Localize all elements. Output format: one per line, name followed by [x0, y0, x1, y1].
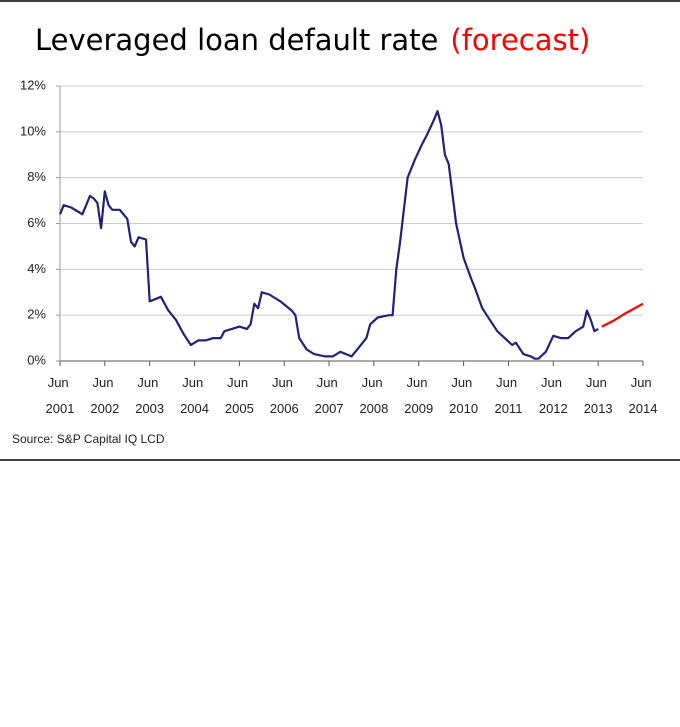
x-tick-label: Jun 2014	[629, 375, 658, 416]
x-tick-label: Jun 2002	[90, 375, 119, 416]
x-tick-label: Jun 2012	[539, 375, 568, 416]
y-tick-label: 12%	[20, 77, 46, 92]
x-tick-label: Jun 2009	[404, 375, 433, 416]
x-tick-label: Jun 2001	[46, 375, 75, 416]
x-tick-label: Jun 2005	[225, 375, 254, 416]
chart-title: Leveraged loan default rate (forecast)	[35, 23, 590, 57]
title-note: (forecast)	[450, 23, 590, 57]
data-line	[58, 110, 599, 360]
x-tick-label: Jun 2006	[270, 375, 299, 416]
y-tick-label: 6%	[27, 215, 46, 230]
y-tick-label: 0%	[27, 352, 46, 367]
x-tick-label: Jun 2008	[359, 375, 388, 416]
title-main: Leveraged loan default rate	[35, 23, 438, 57]
source-note: Source: S&P Capital IQ LCD	[12, 432, 165, 446]
data-line	[601, 302, 644, 328]
y-tick-label: 2%	[27, 307, 46, 322]
y-tick-label: 8%	[27, 169, 46, 184]
x-tick-label: Jun 2010	[449, 375, 478, 416]
x-tick-label: Jun 2003	[135, 375, 164, 416]
y-tick-label: 10%	[20, 123, 46, 138]
x-tick-label: Jun 2007	[315, 375, 344, 416]
x-tick-label: Jun 2004	[180, 375, 209, 416]
x-tick-label: Jun 2013	[584, 375, 613, 416]
x-tick-label: Jun 2011	[494, 375, 522, 416]
y-tick-label: 4%	[27, 261, 46, 276]
